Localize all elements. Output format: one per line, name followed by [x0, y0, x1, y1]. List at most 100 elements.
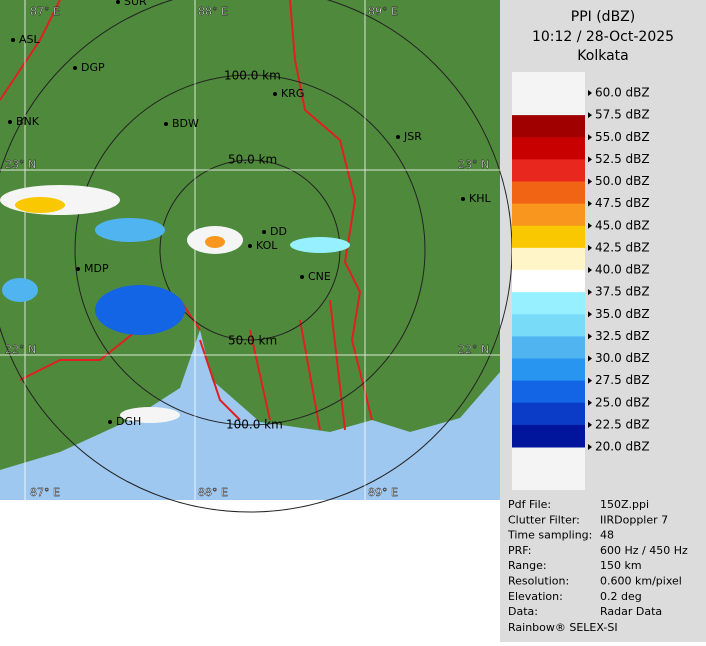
scale-tick	[588, 267, 592, 273]
info-value: 150 km	[600, 559, 642, 572]
scale-tick	[588, 333, 592, 340]
footer: Rainbow® SELEX-SI	[508, 621, 618, 634]
city-label: ASL	[19, 33, 41, 46]
scale-tick	[588, 377, 592, 384]
lon-label: 87° E	[30, 486, 60, 499]
info-value: IIRDoppler 7	[600, 513, 668, 526]
info-key: Resolution:	[508, 575, 569, 588]
scale-tick	[588, 289, 592, 296]
scale-tick	[588, 112, 592, 119]
scale-top	[512, 72, 585, 115]
city-label: CNE	[308, 270, 331, 283]
lon-label: 89° E	[368, 5, 398, 18]
info-value: 0.2 deg	[600, 590, 642, 603]
lon-label: 89° E	[368, 486, 398, 499]
scale-swatch	[512, 181, 585, 205]
info-value: Radar Data	[600, 605, 662, 618]
scale-tick	[588, 355, 592, 362]
range-label: 100.0 km	[224, 69, 281, 83]
lat-label: 23° N	[458, 158, 489, 171]
scale-label: 60.0 dBZ	[595, 86, 650, 100]
lat-label: 22° N	[5, 343, 36, 356]
scale-tick	[588, 244, 592, 251]
scale-swatch	[512, 380, 585, 404]
city-label: KRG	[281, 87, 304, 100]
range-label: 100.0 km	[226, 418, 283, 432]
city-dot	[164, 122, 168, 126]
range-label: 50.0 km	[228, 334, 277, 348]
scale-label: 57.5 dBZ	[595, 108, 650, 122]
scale-label: 42.5 dBZ	[595, 240, 650, 254]
scale-label: 40.0 dBZ	[595, 263, 650, 277]
scale-label: 30.0 dBZ	[595, 351, 650, 365]
scale-label: 25.0 dBZ	[595, 395, 650, 409]
scale-tick	[588, 134, 592, 141]
city-dot	[73, 66, 77, 70]
city-label: BNK	[16, 115, 40, 128]
scale-swatch	[512, 292, 585, 315]
city-label: DGP	[81, 61, 105, 74]
lat-label: 23° N	[5, 158, 36, 171]
scale-swatch	[512, 358, 585, 382]
scale-swatch	[512, 115, 585, 138]
info-key: Elevation:	[508, 590, 563, 603]
scale-tick	[588, 178, 592, 185]
scale-swatch	[512, 159, 585, 182]
scale-label: 20.0 dBZ	[595, 440, 650, 454]
scale-label: 35.0 dBZ	[595, 307, 650, 321]
scale-label: 45.0 dBZ	[595, 218, 650, 232]
info-value: 150Z.ppi	[600, 498, 649, 511]
info-key: Clutter Filter:	[508, 513, 580, 526]
city-label: MDP	[84, 262, 109, 275]
city-dot	[76, 267, 80, 271]
city-dot	[108, 420, 112, 424]
range-label: 50.0 km	[228, 153, 277, 167]
info-value: 600 Hz / 450 Hz	[600, 544, 688, 557]
city-label: JSR	[403, 130, 422, 143]
scale-tick	[588, 421, 592, 428]
info-key: Pdf File:	[508, 498, 551, 511]
scale-label: 32.5 dBZ	[595, 329, 650, 343]
sea	[0, 330, 500, 500]
scale-label: 37.5 dBZ	[595, 285, 650, 299]
scale-label: 27.5 dBZ	[595, 373, 650, 387]
city-dot	[248, 244, 252, 248]
graticule	[0, 0, 500, 500]
info-key: Data:	[508, 605, 538, 618]
lon-label: 88° E	[198, 486, 228, 499]
scale-label: 22.5 dBZ	[595, 417, 650, 431]
info-key: PRF:	[508, 544, 531, 557]
scale-tick	[588, 222, 592, 229]
site: Kolkata	[577, 48, 628, 64]
city-dot	[461, 197, 465, 201]
scale-swatch	[512, 225, 585, 249]
city-dot	[8, 120, 12, 124]
scale-tick	[588, 156, 592, 163]
info-key: Range:	[508, 559, 547, 572]
scale-swatch	[512, 203, 585, 227]
scale-swatch	[512, 336, 585, 359]
city-dot	[273, 92, 277, 96]
lon-label: 88° E	[198, 5, 228, 18]
scale-swatch	[512, 247, 585, 271]
scale-swatch	[512, 402, 585, 426]
scale-tick	[588, 200, 592, 207]
info-value: 48	[600, 529, 614, 542]
scale-label: 50.0 dBZ	[595, 174, 650, 188]
scale-tick	[588, 90, 592, 96]
scale-label: 47.5 dBZ	[595, 196, 650, 210]
scale-swatch	[512, 424, 585, 448]
lon-label: 87° E	[30, 5, 60, 18]
city-label: KOL	[256, 239, 278, 252]
city-label: DGH	[116, 415, 141, 428]
echoes	[0, 185, 350, 423]
info-value: 0.600 km/pixel	[600, 575, 682, 588]
scale-swatch	[512, 270, 585, 293]
scale-label: 55.0 dBZ	[595, 130, 650, 144]
scale-label: 52.5 dBZ	[595, 152, 650, 166]
scale-tick	[588, 444, 592, 450]
scale-swatch	[512, 314, 585, 337]
city-dot	[396, 135, 400, 139]
